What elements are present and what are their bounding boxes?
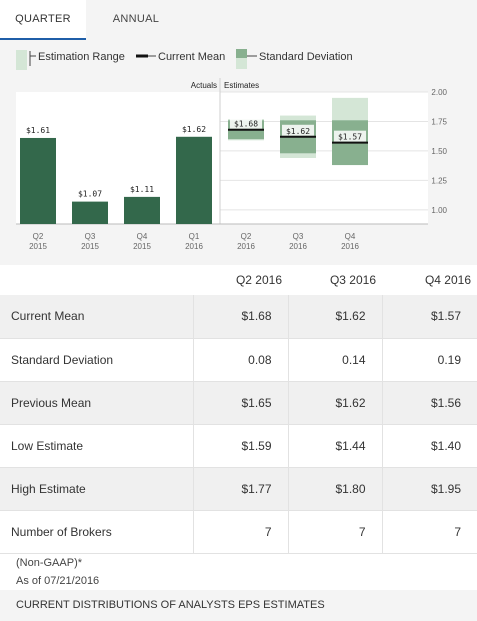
x-tick-quarter: Q3 xyxy=(293,232,304,241)
row-label: High Estimate xyxy=(0,467,193,511)
row-label: Standard Deviation xyxy=(0,338,193,382)
actual-bar xyxy=(124,196,160,224)
cell-value: $1.57 xyxy=(381,295,477,339)
cell-value: $1.95 xyxy=(381,467,477,511)
mean-label-bg xyxy=(334,130,366,142)
x-tick-quarter: Q2 xyxy=(241,232,252,241)
tab-quarter[interactable]: QUARTER xyxy=(0,0,86,40)
cell-value: 7 xyxy=(381,510,477,554)
table-row: Current Mean $1.68 $1.62 $1.57 xyxy=(0,295,477,339)
cell-value: $1.56 xyxy=(381,381,477,425)
range-swatch-icon xyxy=(16,50,27,70)
legend-range-label: Estimation Range xyxy=(38,51,125,63)
y-tick-label: 1.50 xyxy=(431,147,447,156)
actual-value-label: $1.07 xyxy=(78,190,102,199)
row-label: Previous Mean xyxy=(0,381,193,425)
actual-value-label: $1.61 xyxy=(26,126,50,135)
x-tick-quarter: Q3 xyxy=(85,232,96,241)
estimates-label: Estimates xyxy=(224,81,259,90)
actual-bar xyxy=(176,136,212,224)
cell-value: $1.44 xyxy=(287,424,382,468)
chart-legend: Estimation Range Current Mean Standard D… xyxy=(16,49,353,70)
table-row: Previous Mean $1.65 $1.62 $1.56 xyxy=(0,381,477,425)
x-tick-quarter: Q4 xyxy=(345,232,356,241)
stddev-swatch-icon xyxy=(236,49,247,58)
x-tick-year: 2016 xyxy=(185,242,203,251)
cell-value: $1.40 xyxy=(381,424,477,468)
cell-value: 0.19 xyxy=(381,338,477,382)
x-tick-year: 2016 xyxy=(289,242,307,251)
row-label: Number of Brokers xyxy=(0,510,193,554)
y-tick-label: 2.00 xyxy=(431,88,447,97)
tab-annual[interactable]: ANNUAL xyxy=(112,13,160,25)
actual-value-label: $1.11 xyxy=(130,185,154,194)
cell-value: $1.80 xyxy=(287,467,382,511)
distribution-section-header[interactable]: CURRENT DISTRIBUTIONS OF ANALYSTS EPS ES… xyxy=(0,590,477,621)
estimate-mean-label: $1.62 xyxy=(286,127,310,136)
x-tick-year: 2015 xyxy=(133,242,151,251)
cell-value: 7 xyxy=(287,510,382,554)
period-tabs: QUARTER ANNUAL xyxy=(0,0,477,40)
actual-bar xyxy=(20,137,56,224)
y-tick-label: 1.25 xyxy=(431,176,447,185)
mean-label-bg xyxy=(282,124,314,136)
row-label: Current Mean xyxy=(0,295,193,339)
mean-label-bg xyxy=(230,117,262,129)
table-row: Number of Brokers 7 7 7 xyxy=(0,510,477,554)
legend-stddev-label: Standard Deviation xyxy=(259,51,353,63)
eps-chart-area: Estimation Range Current Mean Standard D… xyxy=(0,40,477,265)
cell-value: $1.62 xyxy=(287,381,382,425)
col-header-q2-2016: Q2 2016 xyxy=(235,273,282,287)
actuals-label: Actuals xyxy=(191,81,217,90)
x-tick-year: 2016 xyxy=(341,242,359,251)
as-of-date: As of 07/21/2016 xyxy=(16,575,100,587)
cell-value: $1.68 xyxy=(192,295,288,339)
row-label: Low Estimate xyxy=(0,424,193,468)
x-tick-quarter: Q4 xyxy=(137,232,148,241)
cell-value: 7 xyxy=(192,510,288,554)
non-gaap-note: (Non-GAAP)* xyxy=(16,557,83,569)
table-row: High Estimate $1.77 $1.80 $1.95 xyxy=(0,467,477,511)
actual-bar xyxy=(72,201,108,224)
cell-value: $1.77 xyxy=(192,467,288,511)
eps-chart: Estimation Range Current Mean Standard D… xyxy=(16,49,448,251)
col-header-q3-2016: Q3 2016 xyxy=(329,273,376,287)
legend-mean-label: Current Mean xyxy=(158,51,225,63)
x-tick-year: 2015 xyxy=(29,242,47,251)
x-tick-quarter: Q1 xyxy=(189,232,200,241)
col-header-q4-2016: Q4 2016 xyxy=(424,273,471,287)
table-row: Standard Deviation 0.08 0.14 0.19 xyxy=(0,338,477,382)
estimate-mean-label: $1.57 xyxy=(338,133,362,142)
actual-value-label: $1.62 xyxy=(182,125,206,134)
estimate-mean-label: $1.68 xyxy=(234,120,258,129)
table-row: Low Estimate $1.59 $1.44 $1.40 xyxy=(0,424,477,468)
header-blank xyxy=(0,265,193,295)
cell-value: 0.14 xyxy=(287,338,382,382)
y-tick-label: 1.00 xyxy=(431,206,447,215)
cell-value: $1.62 xyxy=(287,295,382,339)
cell-value: $1.65 xyxy=(192,381,288,425)
x-tick-quarter: Q2 xyxy=(33,232,44,241)
x-tick-year: 2015 xyxy=(81,242,99,251)
cell-value: 0.08 xyxy=(192,338,288,382)
y-tick-label: 1.75 xyxy=(431,117,447,126)
x-tick-year: 2016 xyxy=(237,242,255,251)
estimates-table: Q2 2016 Q3 2016 Q4 2016 Current Mean $1.… xyxy=(0,265,477,554)
cell-value: $1.59 xyxy=(192,424,288,468)
